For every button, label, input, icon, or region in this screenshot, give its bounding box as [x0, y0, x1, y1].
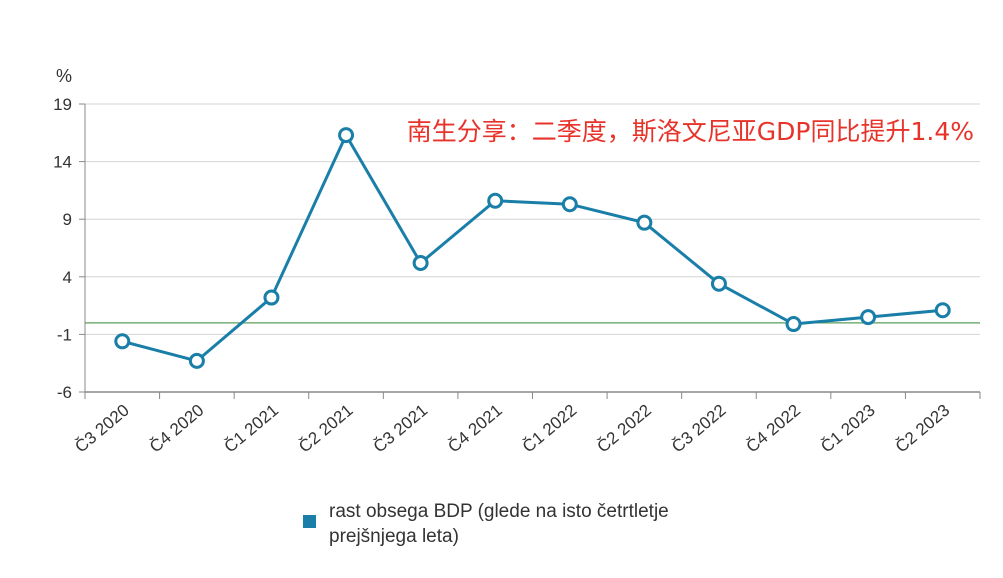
x-tick-label: Č2 2022 — [593, 401, 654, 457]
overlay-caption: 南生分享：二季度，斯洛文尼亚GDP同比提升1.4% — [407, 117, 974, 146]
legend: rast obsega BDP (glede na isto četrtletj… — [303, 499, 729, 549]
data-point — [263, 289, 280, 306]
x-tick-label: Č1 2021 — [221, 401, 282, 457]
x-tick-label: Č4 2021 — [444, 401, 505, 457]
x-tick-label: Č3 2020 — [71, 401, 132, 457]
data-point — [934, 302, 951, 319]
y-axis-unit-label: % — [56, 66, 72, 86]
gridlines — [85, 103, 980, 335]
y-tick-label: 4 — [63, 268, 72, 287]
x-tick-label: Č4 2020 — [146, 401, 207, 457]
data-point — [114, 333, 131, 350]
legend-label: rast obsega BDP (glede na isto četrtletj… — [329, 501, 669, 547]
y-tick-label: -1 — [57, 325, 72, 344]
data-point — [860, 309, 877, 326]
legend-swatch — [303, 515, 316, 528]
data-point — [188, 352, 205, 369]
data-point — [338, 127, 355, 144]
data-point — [561, 196, 578, 213]
data-point — [710, 275, 727, 292]
data-point — [412, 254, 429, 271]
x-tick-label: Č1 2023 — [817, 401, 878, 457]
x-tick-label: Č4 2022 — [743, 401, 804, 457]
x-tick-label: Č3 2022 — [668, 401, 729, 457]
series-gdp-growth — [114, 127, 951, 369]
x-tick-label: Č3 2021 — [370, 401, 431, 457]
y-tick-label: 9 — [63, 210, 72, 229]
x-tick-label: Č1 2022 — [519, 401, 580, 457]
data-point — [636, 214, 653, 231]
data-point — [487, 192, 504, 209]
x-tick-label: Č2 2021 — [295, 401, 356, 457]
series-line — [121, 133, 943, 363]
x-tick-label: Č2 2023 — [892, 401, 953, 457]
y-tick-label: 19 — [53, 95, 72, 114]
y-tick-label: 14 — [53, 153, 72, 172]
y-tick-label: -6 — [57, 383, 72, 402]
data-point — [785, 316, 802, 333]
